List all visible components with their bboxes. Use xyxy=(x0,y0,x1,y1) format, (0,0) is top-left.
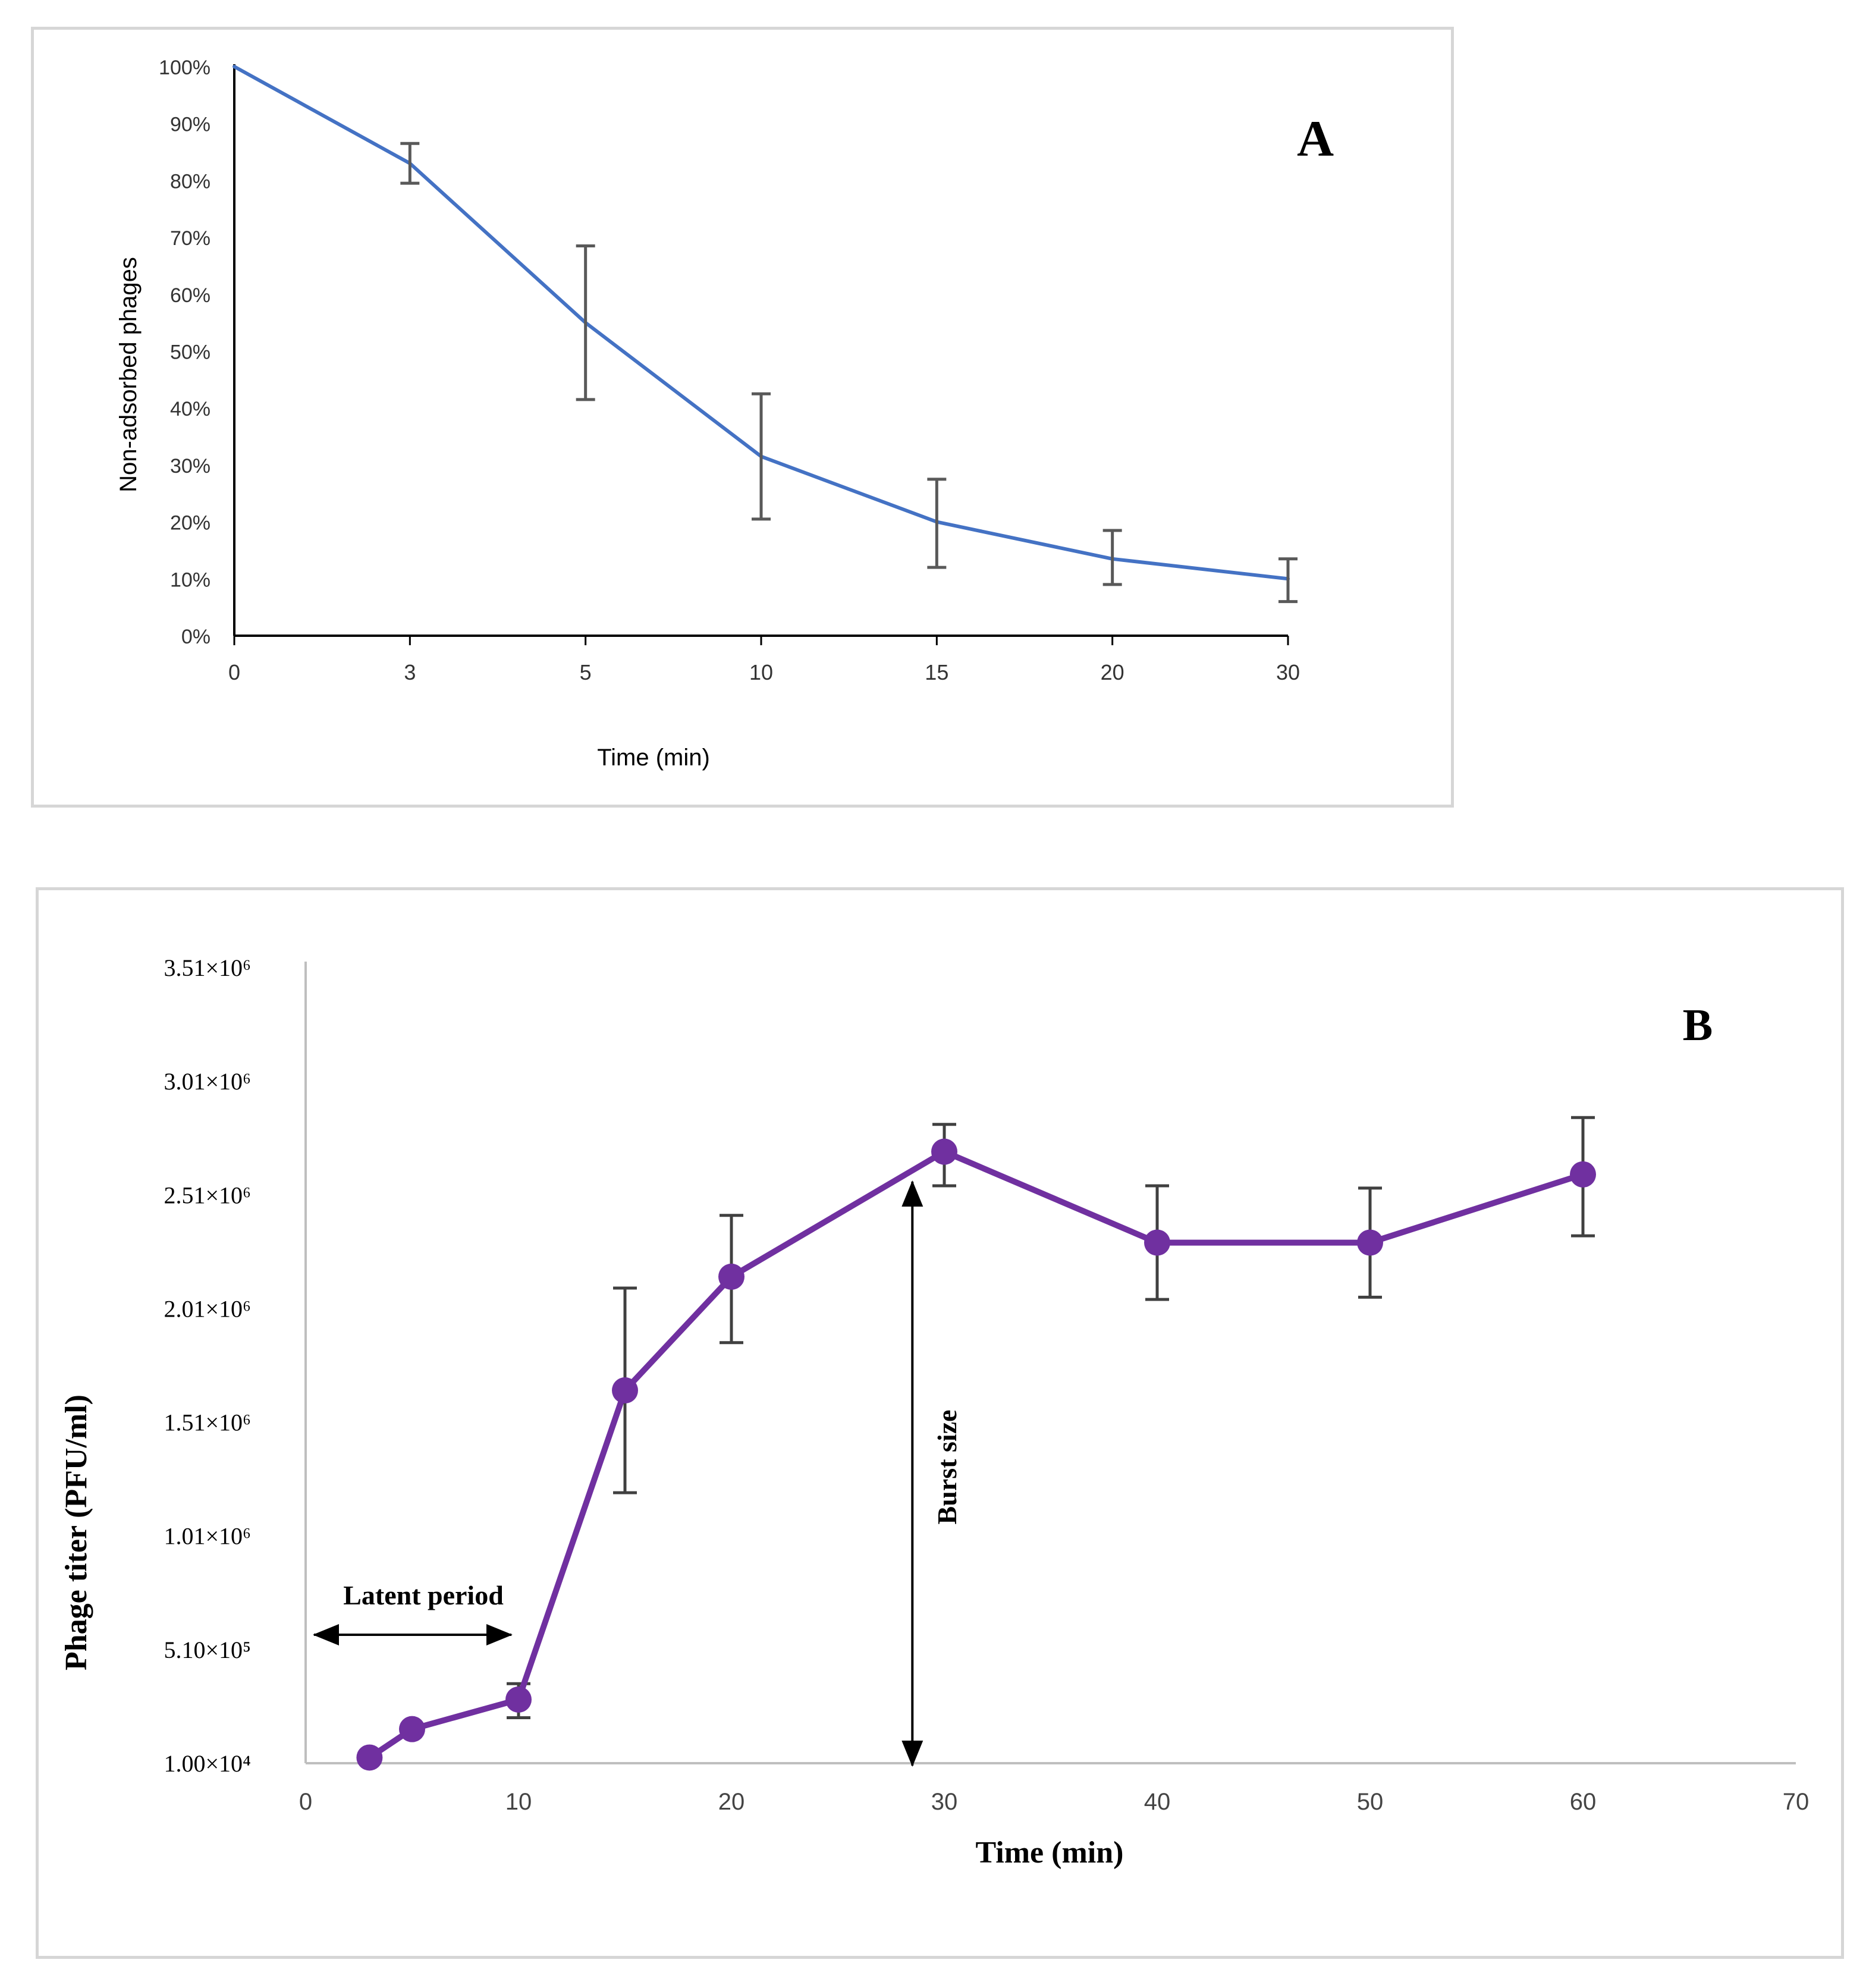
panel-a-error-bar xyxy=(400,142,420,185)
panel-b-x-tick-label: 10 xyxy=(505,1789,532,1815)
panel-b-y-tick-label: 3.51×10⁶ xyxy=(164,954,251,981)
panel-a-y-tick-label: 0% xyxy=(181,626,211,648)
panel-a-y-tick-label: 80% xyxy=(170,170,211,193)
panel-a-x-tick-label: 30 xyxy=(1276,660,1300,684)
panel-b-label: B xyxy=(1683,1000,1713,1050)
panel-b-x-tick-label: 50 xyxy=(1357,1789,1384,1815)
panel-a-x-axis-label: Time (min) xyxy=(597,745,710,771)
panel-a-x-tick-label: 5 xyxy=(580,660,592,684)
panel-a-x-tick-label: 3 xyxy=(404,660,416,684)
panel-b-data-point xyxy=(1144,1229,1170,1256)
latent-period-label: Latent period xyxy=(343,1580,504,1610)
panel-a-y-tick-label: 50% xyxy=(170,341,211,364)
panel-a-label: A xyxy=(1297,110,1334,167)
panel-b-x-tick-label: 70 xyxy=(1783,1789,1810,1815)
panel-b-y-tick-label: 1.01×10⁶ xyxy=(164,1523,251,1550)
panel-b-data-point xyxy=(505,1686,532,1713)
panel-b-series-line xyxy=(367,1148,1584,1760)
panel-b-x-tick-label: 20 xyxy=(718,1789,745,1815)
panel-b-chart: B Phage titer (PFU/ml) Time (min) Latent… xyxy=(36,887,1844,1959)
panel-a-y-tick-label: 20% xyxy=(170,512,211,535)
panel-b-x-tick-label: 40 xyxy=(1144,1789,1171,1815)
panel-a-chart: A Non-adsorbed phages Time (min) 0% 10% 20… xyxy=(31,27,1454,808)
panel-a-x-tick-label: 20 xyxy=(1101,660,1124,684)
panel-a-error-bar xyxy=(752,392,771,521)
panel-a-y-tick-label: 10% xyxy=(170,569,211,591)
panel-a-data-point xyxy=(233,65,236,68)
panel-a-y-tick-label: 70% xyxy=(170,227,211,250)
panel-a-error-bar xyxy=(576,244,595,401)
panel-b-y-tick-label: 2.51×10⁶ xyxy=(164,1182,251,1208)
panel-b-data-point xyxy=(399,1716,425,1742)
panel-b-y-tick-label: 3.01×10⁶ xyxy=(164,1068,251,1095)
panel-a-y-tick-label: 100% xyxy=(159,56,211,79)
panel-a-y-tick-label: 40% xyxy=(170,398,211,420)
panel-a-y-axis-label: Non-adsorbed phages xyxy=(115,257,142,492)
panel-b-x-tick-label: 60 xyxy=(1570,1789,1597,1815)
panel-a-error-bar xyxy=(1278,557,1298,604)
panel-a-error-bar xyxy=(1102,529,1122,586)
panel-b-data-point xyxy=(612,1377,638,1404)
panel-b-y-tick-label: 5.10×10⁵ xyxy=(164,1637,251,1663)
panel-b-data-point xyxy=(718,1263,744,1290)
panel-b-y-tick-label: 2.01×10⁶ xyxy=(164,1295,251,1322)
panel-b-y-tick-label: 1.00×10⁴ xyxy=(164,1750,251,1777)
panel-b-data-point xyxy=(1357,1229,1383,1256)
panel-b-x-tick-label: 30 xyxy=(931,1789,958,1815)
panel-a-x-tick-label: 15 xyxy=(925,660,948,684)
panel-b-y-axis-label: Phage titer (PFU/ml) xyxy=(59,1395,93,1670)
panel-a-x-tick-label: 10 xyxy=(749,660,773,684)
panel-b-data-point xyxy=(1570,1161,1596,1188)
panel-a-x-tick-label: 0 xyxy=(228,660,240,684)
panel-a-y-tick-label: 30% xyxy=(170,455,211,478)
panel-a-error-bar xyxy=(927,478,947,569)
burst-size-label: Burst size xyxy=(932,1410,962,1525)
panel-b-x-axis-label: Time (min) xyxy=(976,1836,1124,1870)
panel-b-x-tick-label: 0 xyxy=(299,1789,312,1815)
panel-b-data-point xyxy=(356,1744,383,1771)
panel-b-svg: B Phage titer (PFU/ml) Time (min) Latent… xyxy=(59,954,1810,1870)
panel-b-data-point xyxy=(931,1138,957,1165)
panel-a-y-tick-label: 60% xyxy=(170,284,211,307)
panel-b-y-tick-label: 1.51×10⁶ xyxy=(164,1409,251,1436)
panel-a-svg: A Non-adsorbed phages Time (min) 0% 10% 20… xyxy=(115,56,1334,771)
panel-a-y-tick-label: 90% xyxy=(170,114,211,136)
